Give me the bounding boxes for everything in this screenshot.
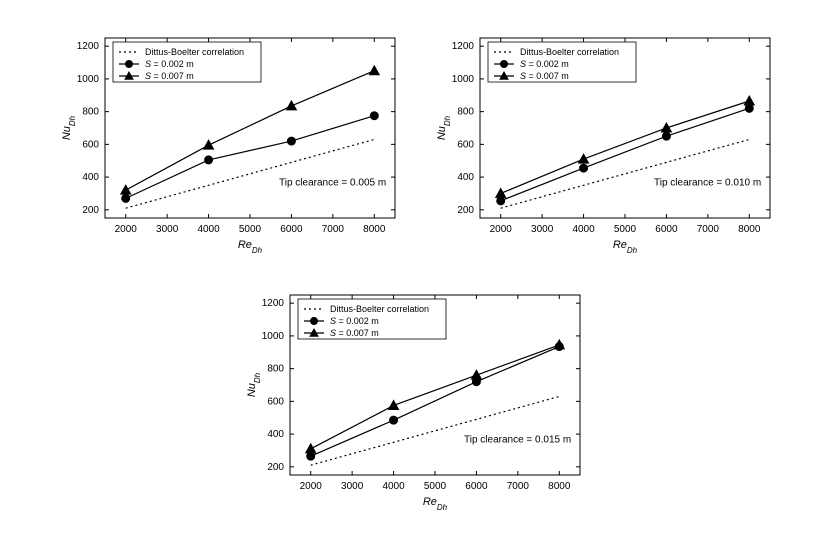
svg-text:200: 200: [457, 205, 474, 216]
svg-text:Dittus-Boelter correlation: Dittus-Boelter correlation: [330, 304, 429, 314]
svg-text:600: 600: [82, 139, 99, 150]
svg-text:Dittus-Boelter correlation: Dittus-Boelter correlation: [145, 47, 244, 57]
legend: Dittus-Boelter correlation S = 0.002 m S =…: [298, 299, 446, 339]
svg-text:ReDh: ReDh: [423, 496, 448, 512]
svg-text:7000: 7000: [507, 481, 530, 492]
svg-text:7000: 7000: [697, 224, 720, 235]
legend: Dittus-Boelter correlation S = 0.002 m S =…: [113, 42, 261, 82]
svg-text:1200: 1200: [262, 298, 285, 309]
svg-text:2000: 2000: [490, 224, 513, 235]
svg-text:4000: 4000: [382, 481, 405, 492]
svg-text:S = 0.002 m: S = 0.002 m: [145, 59, 194, 69]
chart-panel-p1: 2000 3000 4000 5000 6000 7000 8000 200 400 600 800…: [55, 28, 405, 258]
svg-text:2000: 2000: [115, 224, 138, 235]
svg-text:400: 400: [267, 429, 284, 440]
annotation-text: Tip clearance = 0.005 m: [279, 178, 386, 189]
svg-text:2000: 2000: [300, 481, 323, 492]
svg-text:5000: 5000: [614, 224, 637, 235]
svg-text:8000: 8000: [548, 481, 571, 492]
svg-text:4000: 4000: [197, 224, 220, 235]
svg-text:5000: 5000: [424, 481, 447, 492]
svg-text:NuDh: NuDh: [61, 115, 77, 140]
svg-text:8000: 8000: [738, 224, 761, 235]
svg-text:Dittus-Boelter correlation: Dittus-Boelter correlation: [520, 47, 619, 57]
svg-text:600: 600: [457, 139, 474, 150]
svg-text:800: 800: [267, 364, 284, 375]
svg-text:200: 200: [82, 205, 99, 216]
svg-text:200: 200: [267, 462, 284, 473]
svg-text:3000: 3000: [341, 481, 364, 492]
svg-text:NuDh: NuDh: [436, 115, 452, 140]
svg-text:S = 0.002 m: S = 0.002 m: [520, 59, 569, 69]
svg-text:S = 0.007 m: S = 0.007 m: [520, 71, 569, 81]
legend: Dittus-Boelter correlation S = 0.002 m S =…: [488, 42, 636, 82]
svg-text:400: 400: [82, 172, 99, 183]
svg-text:ReDh: ReDh: [238, 239, 263, 255]
svg-text:3000: 3000: [531, 224, 554, 235]
svg-text:S = 0.007 m: S = 0.007 m: [330, 328, 379, 338]
svg-text:1000: 1000: [452, 74, 475, 85]
svg-text:5000: 5000: [239, 224, 262, 235]
svg-text:800: 800: [457, 107, 474, 118]
svg-text:S = 0.007 m: S = 0.007 m: [145, 71, 194, 81]
svg-text:ReDh: ReDh: [613, 239, 638, 255]
svg-text:6000: 6000: [465, 481, 488, 492]
svg-text:6000: 6000: [655, 224, 678, 235]
svg-text:6000: 6000: [280, 224, 303, 235]
svg-text:3000: 3000: [156, 224, 179, 235]
svg-text:1200: 1200: [77, 41, 100, 52]
svg-text:8000: 8000: [363, 224, 386, 235]
svg-text:7000: 7000: [322, 224, 345, 235]
figure-stage: 2000 3000 4000 5000 6000 7000 8000 200 400 600 800…: [0, 0, 822, 545]
annotation-text: Tip clearance = 0.010 m: [654, 178, 761, 189]
svg-text:NuDh: NuDh: [246, 372, 262, 397]
svg-text:S = 0.002 m: S = 0.002 m: [330, 316, 379, 326]
annotation-text: Tip clearance = 0.015 m: [464, 435, 571, 446]
svg-text:1200: 1200: [452, 41, 475, 52]
svg-text:600: 600: [267, 396, 284, 407]
svg-text:400: 400: [457, 172, 474, 183]
svg-text:4000: 4000: [572, 224, 595, 235]
chart-panel-p3: 2000 3000 4000 5000 6000 7000 8000 200 400 600 800…: [240, 285, 590, 515]
svg-text:800: 800: [82, 107, 99, 118]
svg-text:1000: 1000: [262, 331, 285, 342]
svg-text:1000: 1000: [77, 74, 100, 85]
chart-panel-p2: 2000 3000 4000 5000 6000 7000 8000 200 400 600 800…: [430, 28, 780, 258]
